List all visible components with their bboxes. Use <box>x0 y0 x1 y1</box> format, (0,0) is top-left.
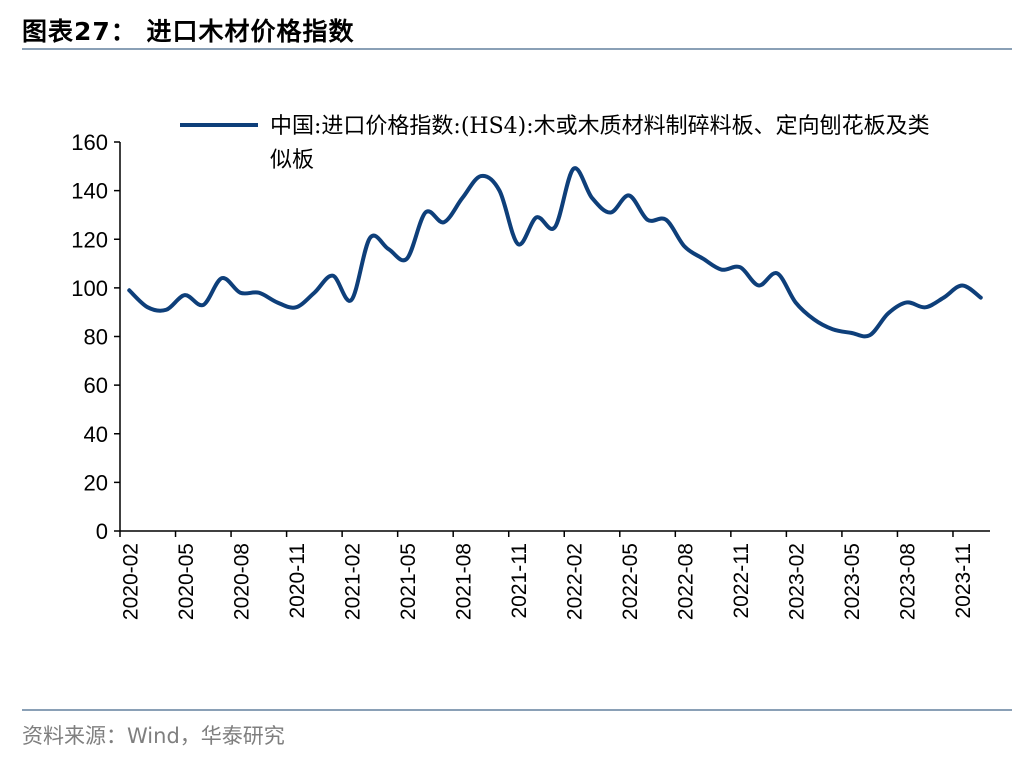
x-tick-label: 2023-08 <box>897 543 920 620</box>
x-tick-label: 2020-02 <box>119 543 142 620</box>
source-note: 资料来源：Wind，华泰研究 <box>22 724 285 748</box>
x-tick-label: 2023-05 <box>841 543 864 620</box>
x-tick-label: 2020-11 <box>286 543 309 619</box>
header-divider <box>22 48 1012 50</box>
x-tick-label: 2020-08 <box>230 543 253 620</box>
line-chart: 0 20 40 60 80 100 120 140 160 2020-02 2020-05 2020-… <box>71 123 990 620</box>
x-tick-label: 2022-05 <box>619 543 642 620</box>
y-tick-label: 20 <box>84 470 108 495</box>
x-tick-label: 2022-08 <box>675 543 698 620</box>
y-tick-label: 40 <box>84 422 108 447</box>
x-tick-label: 2021-05 <box>397 543 420 620</box>
x-tick-label: 2021-08 <box>452 543 475 620</box>
legend-label: 中国:进口价格指数:(HS4):木或木质材料制碎料板、定向刨花板及类似板 <box>270 114 930 173</box>
chart-title: 图表27： 进口木材价格指数 <box>22 17 355 46</box>
y-tick-label: 100 <box>71 276 108 301</box>
y-tick-label: 0 <box>96 519 108 544</box>
x-tick-label: 2021-02 <box>341 543 364 620</box>
footer-divider <box>22 709 1012 711</box>
x-tick-label: 2023-02 <box>786 543 809 620</box>
x-tick-label: 2020-05 <box>175 543 198 620</box>
series-line <box>127 166 983 339</box>
x-tick-label: 2022-02 <box>564 543 587 620</box>
y-tick-label: 60 <box>84 373 108 398</box>
y-tick-label: 160 <box>71 130 108 155</box>
y-tick-label: 80 <box>84 325 108 350</box>
x-tick-label: 2022-11 <box>730 543 753 619</box>
x-tick-label: 2023-11 <box>952 543 975 619</box>
y-tick-label: 120 <box>71 227 108 252</box>
x-tick-label: 2021-11 <box>508 543 531 619</box>
y-tick-label: 140 <box>71 179 108 204</box>
